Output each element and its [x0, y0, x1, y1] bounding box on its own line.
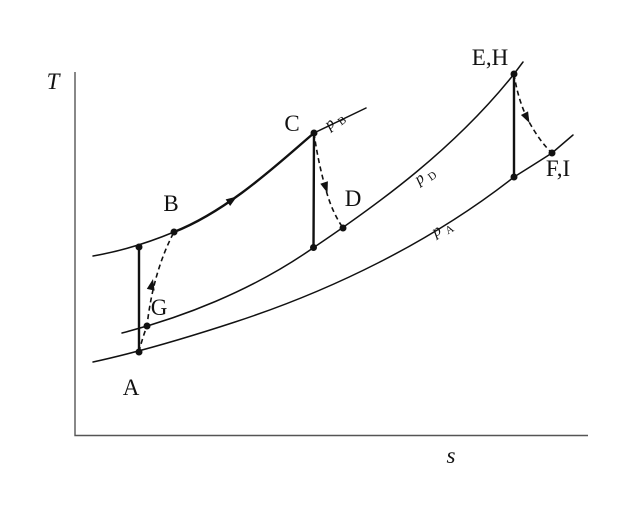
isobar-pA-label: p A [428, 216, 456, 244]
y-axis-label: T [47, 69, 62, 94]
isobar-pD-label: p D [411, 163, 440, 191]
process-line-C-vertical [312, 131, 316, 249]
point-A-label: A [123, 375, 140, 400]
isobar-pB-curve [92, 107, 367, 257]
process-line-B-to-C [172, 131, 316, 234]
dashed-curve-A-to-B [138, 231, 175, 353]
axes-lines [74, 72, 588, 437]
process-arrowheads [146, 111, 530, 291]
isobar-pD-curve [121, 61, 524, 334]
solid-process-lines [137, 72, 516, 354]
point-FI-dot [548, 149, 556, 157]
point-G-label: G [151, 295, 168, 320]
point-C-foot-dot [310, 244, 317, 251]
point-EH-dot [510, 70, 518, 78]
point-C-dot [310, 129, 318, 137]
isobar-pA-curve [92, 134, 574, 363]
point-A-top-dot [135, 243, 143, 251]
point-A-dot [135, 348, 143, 356]
dashed-curve-C-to-D [313, 132, 344, 229]
arrowhead-B-to-C-icon [225, 196, 237, 206]
point-G-dot [143, 322, 151, 330]
point-EH-foot-dot [510, 173, 518, 181]
state-point-dots [135, 70, 556, 356]
point-FI-label: F,I [546, 156, 570, 181]
point-B-label: B [163, 191, 178, 216]
x-axis-label: s [447, 443, 456, 468]
dashed-process-curves [138, 73, 553, 353]
arrowhead-EH-to-FI-icon [520, 111, 530, 123]
isobar-pD-symbol: p [411, 169, 428, 188]
point-D-label: D [345, 186, 362, 211]
point-EH-label: E,H [472, 45, 508, 70]
dashed-curve-EH-to-FI [513, 73, 553, 154]
arrowhead-C-to-D-icon [320, 181, 328, 193]
isobar-pD-subscript: D [426, 169, 439, 183]
point-B-dot [170, 228, 178, 236]
arrowhead-A-to-B-icon [146, 279, 155, 291]
state-point-labels: A G B C D E,H F,I [123, 45, 570, 400]
isobar-pA-symbol: p [428, 222, 444, 241]
isobar-pB-label: p B [321, 108, 349, 136]
isobar-pA-subscript: A [443, 223, 456, 237]
isobar-pB-subscript: B [336, 114, 349, 128]
point-D-dot [339, 224, 347, 232]
point-C-label: C [284, 111, 299, 136]
isobar-labels: p B p D p A [321, 108, 457, 244]
